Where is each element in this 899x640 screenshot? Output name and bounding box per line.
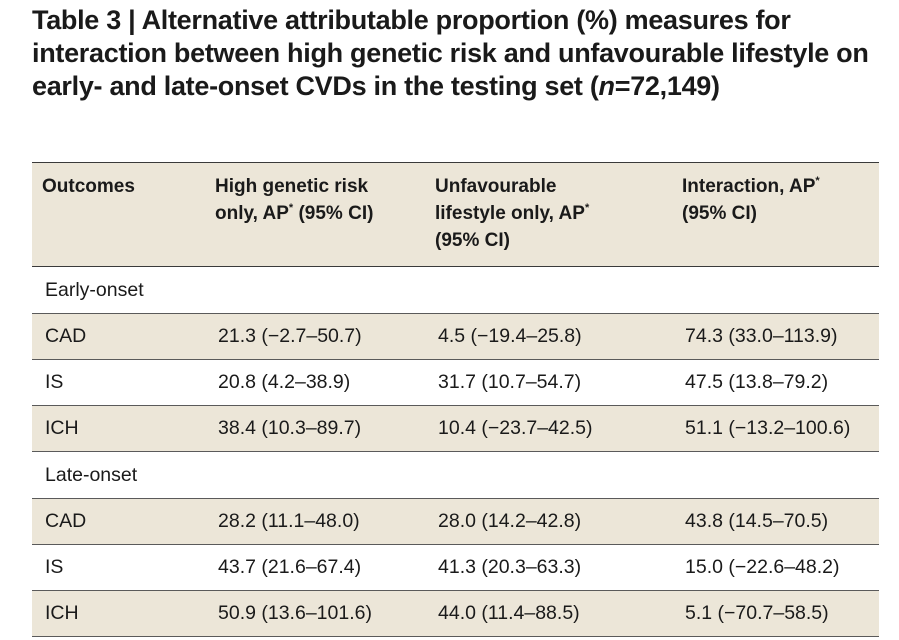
outcome-cell: CAD — [32, 313, 205, 360]
genetic-cell: 43.7 (21.6–67.4) — [205, 544, 425, 591]
table-title: Table 3 | Alternative attributable propo… — [32, 4, 892, 103]
header-outcomes: Outcomes — [32, 162, 205, 267]
header-lifestyle: Unfavourable lifestyle only, AP* (95% CI) — [425, 162, 672, 267]
interaction-cell: 74.3 (33.0–113.9) — [672, 313, 879, 360]
table-row: CAD 28.2 (11.1–48.0) 28.0 (14.2–42.8) 43… — [32, 498, 879, 545]
interaction-cell: 5.1 (−70.7–58.5) — [672, 590, 879, 637]
lifestyle-cell: 10.4 (−23.7–42.5) — [425, 405, 672, 452]
interaction-cell: 43.8 (14.5–70.5) — [672, 498, 879, 545]
results-table: Outcomes High genetic risk only, AP* (95%… — [32, 162, 879, 637]
table-header-row: Outcomes High genetic risk only, AP* (95%… — [32, 162, 879, 267]
outcome-cell: ICH — [32, 405, 205, 452]
genetic-cell: 38.4 (10.3–89.7) — [205, 405, 425, 452]
table-row: CAD 21.3 (−2.7–50.7) 4.5 (−19.4–25.8) 74… — [32, 313, 879, 360]
lifestyle-cell: 41.3 (20.3–63.3) — [425, 544, 672, 591]
outcome-cell: IS — [32, 359, 205, 406]
lifestyle-cell: 4.5 (−19.4–25.8) — [425, 313, 672, 360]
group-row-late-onset: Late-onset — [32, 451, 879, 499]
group-row-early-onset: Early-onset — [32, 266, 879, 314]
genetic-cell: 50.9 (13.6–101.6) — [205, 590, 425, 637]
footnote-marker: * — [584, 202, 590, 214]
header-interaction: Interaction, AP* (95% CI) — [672, 162, 879, 267]
group-label: Late-onset — [32, 451, 879, 499]
table-row: IS 20.8 (4.2–38.9) 31.7 (10.7–54.7) 47.5… — [32, 359, 879, 406]
table-row: ICH 50.9 (13.6–101.6) 44.0 (11.4–88.5) 5… — [32, 590, 879, 637]
genetic-cell: 21.3 (−2.7–50.7) — [205, 313, 425, 360]
header-genetic-risk: High genetic risk only, AP* (95% CI) — [205, 162, 425, 267]
footnote-marker: * — [815, 175, 820, 187]
table-row: IS 43.7 (21.6–67.4) 41.3 (20.3–63.3) 15.… — [32, 544, 879, 591]
sample-size-open: ( — [589, 71, 599, 101]
interaction-cell: 47.5 (13.8–79.2) — [672, 359, 879, 406]
sample-size-value: =72,149) — [614, 71, 720, 101]
sample-size-variable: n — [598, 71, 616, 101]
outcome-cell: CAD — [32, 498, 205, 545]
footnote-marker: * — [288, 202, 294, 214]
lifestyle-cell: 28.0 (14.2–42.8) — [425, 498, 672, 545]
interaction-cell: 15.0 (−22.6–48.2) — [672, 544, 879, 591]
lifestyle-cell: 31.7 (10.7–54.7) — [425, 359, 672, 406]
outcome-cell: IS — [32, 544, 205, 591]
outcome-cell: ICH — [32, 590, 205, 637]
interaction-cell: 51.1 (−13.2–100.6) — [672, 405, 879, 452]
lifestyle-cell: 44.0 (11.4–88.5) — [425, 590, 672, 637]
genetic-cell: 28.2 (11.1–48.0) — [205, 498, 425, 545]
table-title-text: Table 3 | Alternative attributable propo… — [32, 5, 869, 101]
genetic-cell: 20.8 (4.2–38.9) — [205, 359, 425, 406]
group-label: Early-onset — [32, 266, 879, 314]
table-row: ICH 38.4 (10.3–89.7) 10.4 (−23.7–42.5) 5… — [32, 405, 879, 452]
